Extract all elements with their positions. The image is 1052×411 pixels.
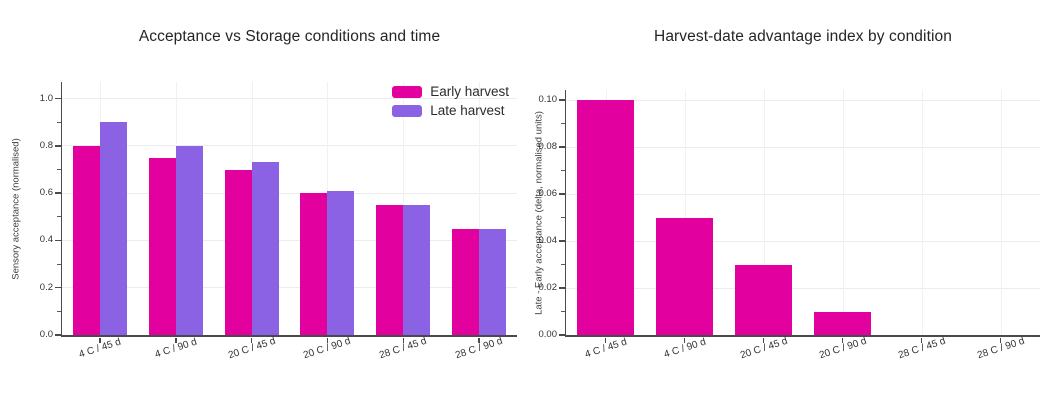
y-tick-label: 0.4 bbox=[39, 234, 53, 246]
legend: Early harvest Late harvest bbox=[392, 84, 509, 119]
y-tick bbox=[54, 334, 61, 336]
y-tick bbox=[54, 286, 61, 289]
gridline-horizontal bbox=[62, 287, 517, 289]
legend-item: Early harvest bbox=[392, 84, 509, 100]
bar bbox=[251, 162, 279, 335]
bar bbox=[656, 217, 713, 335]
x-tick bbox=[402, 338, 404, 343]
y-tick bbox=[558, 146, 565, 148]
gridline-vertical bbox=[921, 90, 923, 335]
y-tick bbox=[54, 145, 61, 147]
bar bbox=[99, 122, 127, 335]
x-tick bbox=[683, 338, 686, 343]
y-minor-tick bbox=[560, 170, 565, 172]
y-tick-label: 0.04 bbox=[538, 235, 558, 247]
bar bbox=[479, 228, 507, 335]
gridline-horizontal bbox=[566, 99, 1040, 101]
bar bbox=[452, 228, 480, 335]
y-axis-line bbox=[60, 82, 62, 337]
y-tick bbox=[558, 193, 565, 195]
y-tick-label: 0.10 bbox=[538, 94, 558, 106]
legend-color-swatch bbox=[392, 86, 423, 98]
gridline-horizontal bbox=[62, 192, 517, 194]
y-minor-tick bbox=[56, 216, 61, 218]
gridline-horizontal bbox=[62, 98, 517, 100]
gridline-horizontal bbox=[566, 146, 1040, 148]
bar bbox=[224, 169, 252, 335]
x-tick bbox=[841, 338, 844, 343]
legend-item: Late harvest bbox=[392, 103, 509, 119]
y-tick-label: 0.06 bbox=[538, 188, 558, 200]
gridline-vertical bbox=[1000, 90, 1002, 335]
x-tick bbox=[762, 338, 765, 343]
bar bbox=[376, 204, 404, 335]
gridline-vertical bbox=[479, 82, 481, 335]
y-tick bbox=[558, 240, 565, 242]
chart-title: Acceptance vs Storage conditions and tim… bbox=[138, 28, 441, 45]
legend-label: Late harvest bbox=[430, 103, 505, 118]
bar bbox=[577, 100, 634, 335]
y-tick bbox=[558, 287, 565, 289]
gridline-horizontal bbox=[566, 287, 1040, 289]
y-tick bbox=[54, 192, 61, 194]
x-axis-line bbox=[564, 335, 1040, 337]
chart-title: Harvest-date advantage index by conditio… bbox=[654, 28, 952, 45]
y-tick-label: 0.08 bbox=[538, 141, 558, 153]
y-minor-tick bbox=[560, 123, 565, 125]
bar bbox=[300, 193, 328, 335]
gridline-horizontal bbox=[62, 145, 517, 147]
y-tick-label: 0.0 bbox=[39, 329, 53, 340]
y-tick-label: 0.8 bbox=[39, 139, 53, 151]
x-tick bbox=[999, 338, 1002, 343]
y-minor-tick bbox=[56, 263, 61, 265]
gridline-horizontal bbox=[566, 193, 1040, 195]
x-tick bbox=[604, 338, 607, 343]
gridline-vertical bbox=[842, 90, 844, 335]
y-tick-label: 0.02 bbox=[538, 282, 558, 294]
x-tick bbox=[478, 338, 480, 343]
bar bbox=[814, 311, 871, 335]
x-tick bbox=[250, 338, 253, 343]
x-axis-line bbox=[60, 335, 517, 337]
x-tick bbox=[326, 338, 329, 343]
y-minor-tick bbox=[56, 169, 61, 170]
y-tick-label: 0.2 bbox=[39, 281, 53, 293]
gridline-vertical bbox=[763, 90, 765, 335]
bar bbox=[148, 157, 176, 335]
y-tick bbox=[558, 334, 565, 336]
legend-label: Early harvest bbox=[430, 84, 509, 99]
bar bbox=[175, 145, 203, 335]
y-minor-tick bbox=[560, 264, 565, 266]
gridline-vertical bbox=[684, 90, 686, 335]
x-tick bbox=[175, 338, 177, 343]
bar bbox=[72, 145, 100, 335]
bar bbox=[735, 264, 792, 335]
y-axis-line bbox=[564, 90, 566, 337]
x-tick bbox=[99, 338, 101, 343]
y-minor-tick bbox=[560, 217, 565, 219]
gridline-horizontal bbox=[62, 239, 517, 241]
x-tick bbox=[920, 338, 923, 343]
y-tick-label: 0.6 bbox=[39, 187, 53, 199]
y-minor-tick bbox=[56, 121, 61, 123]
legend-color-swatch bbox=[392, 105, 423, 117]
gridline-horizontal bbox=[566, 240, 1040, 242]
y-tick bbox=[54, 97, 61, 100]
bar bbox=[403, 204, 431, 335]
y-minor-tick bbox=[56, 310, 61, 312]
bar bbox=[327, 190, 355, 335]
y-tick bbox=[54, 239, 61, 242]
y-minor-tick bbox=[560, 311, 565, 313]
y-tick-label: 0.00 bbox=[538, 329, 558, 340]
y-tick bbox=[558, 99, 565, 101]
y-tick-label: 1.0 bbox=[39, 92, 53, 104]
